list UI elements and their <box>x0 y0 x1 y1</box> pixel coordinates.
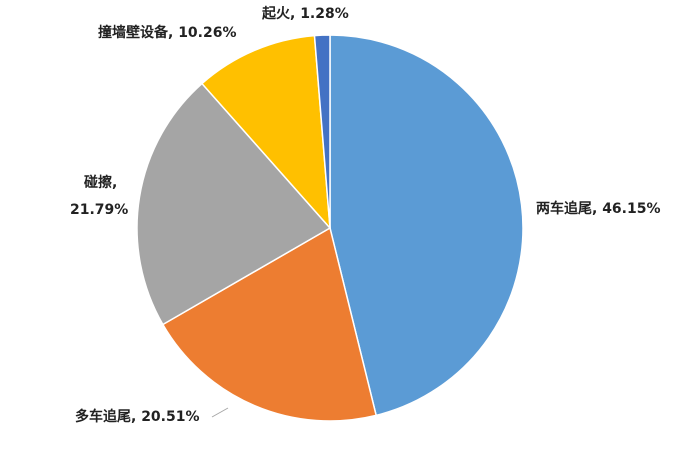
data-label-scrape-line-2: 21.79% <box>70 202 128 218</box>
pie-slice-fire <box>313 34 331 229</box>
pie-slice-multi-car-rear-end <box>161 226 378 422</box>
leader-lines-layer <box>211 407 229 418</box>
data-label-hit-wall-equipment: 撞墙壁设备, 10.26% <box>98 24 237 41</box>
pie-slice-hit-wall-equipment <box>200 34 331 231</box>
leader-line-multi-car-rear-end <box>211 407 229 418</box>
data-label-fire: 起火, 1.28% <box>261 5 349 22</box>
data-labels-layer: 两车追尾, 46.15% 多车追尾, 20.51% 碰擦, 21.79% 撞墙壁设备, … <box>70 5 661 425</box>
pie-slice-two-car-rear-end <box>329 34 524 417</box>
data-label-multi-car-rear-end: 多车追尾, 20.51% <box>75 408 200 425</box>
pie-slice-scrape <box>136 82 332 326</box>
data-label-scrape-line-1: 碰擦, <box>84 174 117 191</box>
data-label-two-car-rear-end: 两车追尾, 46.15% <box>536 200 661 217</box>
slices-layer <box>136 34 524 422</box>
